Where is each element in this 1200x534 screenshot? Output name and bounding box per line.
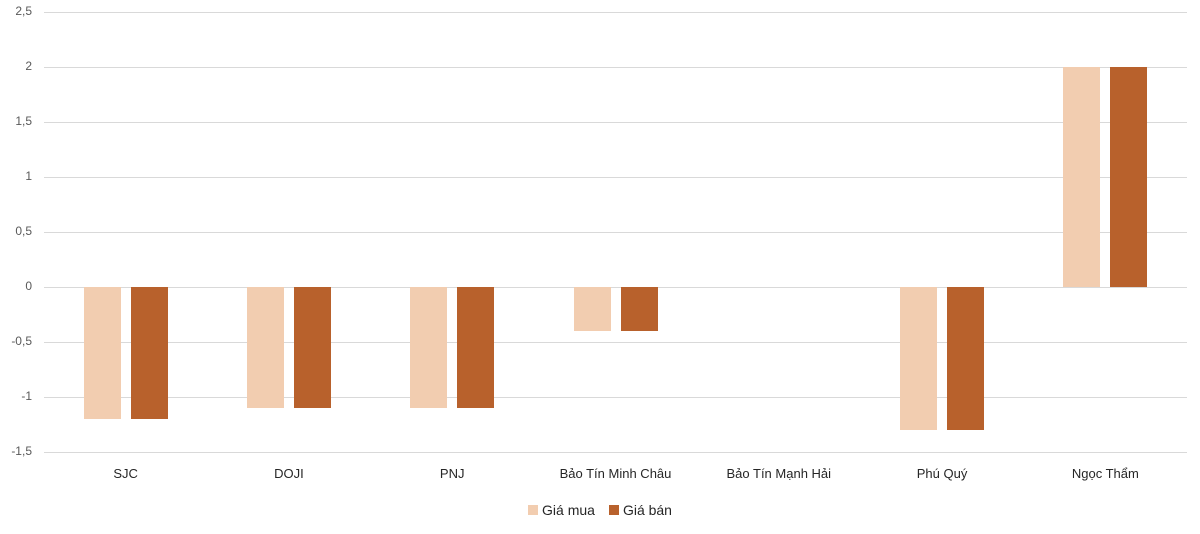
y-tick-label: -0,5 (11, 334, 32, 348)
bar-gia-ban (947, 287, 985, 430)
x-tick-label: Ngọc Thẩm (1071, 466, 1139, 481)
legend-label: Giá mua (542, 502, 595, 518)
x-tick-label: Phú Quý (916, 466, 968, 481)
gridline (44, 122, 1187, 123)
gridline (44, 342, 1187, 343)
y-tick-label: 2,5 (15, 4, 32, 18)
bar-gia-mua (83, 287, 121, 419)
y-tick-label: -1,5 (11, 444, 32, 458)
bar-gia-mua (573, 287, 611, 331)
legend: Giá mua Giá bán (0, 502, 1200, 518)
bar-gia-ban (620, 287, 658, 331)
legend-swatch-icon (608, 505, 619, 515)
legend-swatch-icon (528, 505, 539, 515)
gridline (44, 177, 1187, 178)
gridline (44, 12, 1187, 13)
bar-gia-ban (293, 287, 331, 408)
x-tick-label: PNJ (439, 466, 465, 481)
bar-gia-mua (246, 287, 284, 408)
gridline (44, 67, 1187, 68)
y-tick-label: 0,5 (15, 224, 32, 238)
gridline (44, 287, 1187, 288)
x-tick-label: Bảo Tín Mạnh Hải (726, 466, 832, 481)
y-tick-label: 1,5 (15, 114, 32, 128)
legend-item: Giá mua (528, 502, 595, 518)
x-tick-label: SJC (113, 466, 138, 481)
x-tick-label: Bảo Tín Minh Châu (559, 466, 672, 481)
bar-gia-ban (1110, 67, 1148, 287)
y-tick-label: -1 (21, 389, 32, 403)
gridline (44, 452, 1187, 453)
legend-label: Giá bán (622, 502, 672, 518)
legend-item: Giá bán (608, 502, 672, 518)
gridline (44, 397, 1187, 398)
bar-gia-mua (410, 287, 448, 408)
y-tick-label: 1 (25, 169, 32, 183)
gridline (44, 232, 1187, 233)
y-tick-label: 0 (25, 279, 32, 293)
bar-gia-ban (130, 287, 168, 419)
bar-gia-mua (900, 287, 938, 430)
bar-gia-mua (1063, 67, 1101, 287)
bar-gia-ban (457, 287, 495, 408)
x-tick-label: DOJI (274, 466, 304, 481)
y-tick-label: 2 (25, 59, 32, 73)
